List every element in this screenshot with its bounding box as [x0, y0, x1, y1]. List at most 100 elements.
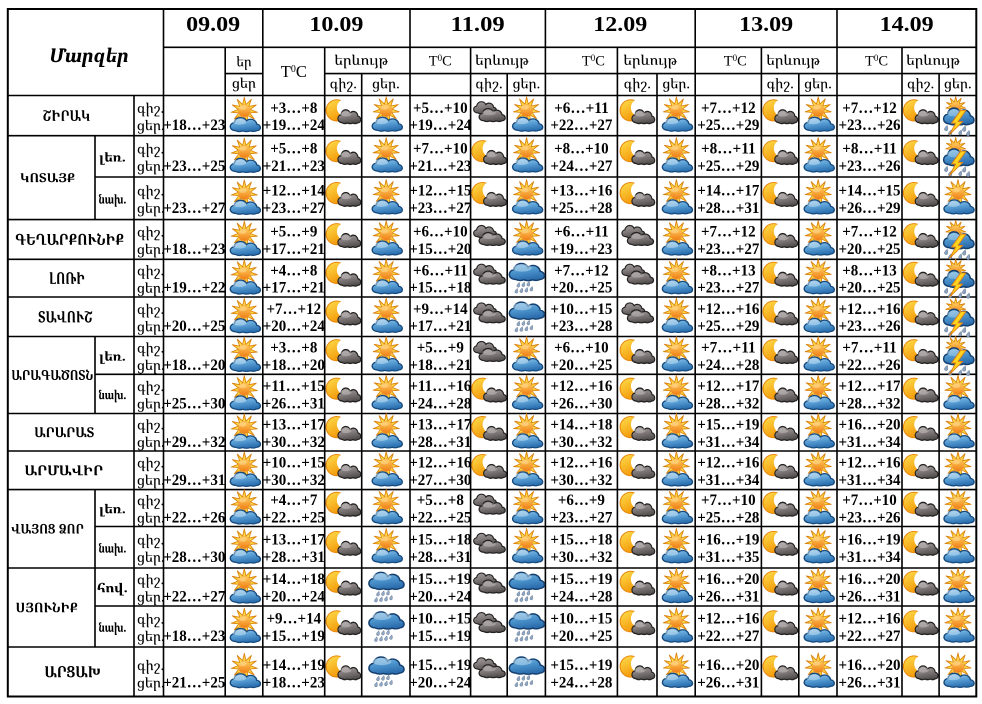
- svg-text:+31…+35: +31…+35: [697, 549, 759, 566]
- svg-text:+7…+12: +7…+12: [701, 100, 756, 117]
- svg-text:+6…+11: +6…+11: [554, 100, 609, 117]
- svg-text:+7…+12: +7…+12: [842, 100, 897, 117]
- svg-text:+23…+27: +23…+27: [697, 241, 759, 258]
- svg-text:+23…+26: +23…+26: [838, 117, 900, 134]
- svg-text:T0C: T0C: [724, 53, 747, 70]
- svg-text:+15…+19: +15…+19: [263, 628, 325, 645]
- svg-text:+15…+18: +15…+18: [409, 532, 471, 549]
- svg-text:+7…+12: +7…+12: [267, 301, 322, 318]
- svg-text:13.09: 13.09: [739, 12, 793, 36]
- svg-text:+15…+19: +15…+19: [409, 571, 471, 588]
- svg-text:+23…+27: +23…+27: [550, 510, 612, 527]
- svg-text:+6…+10: +6…+10: [413, 224, 468, 241]
- svg-text:+12…+16: +12…+16: [838, 301, 900, 318]
- svg-text:+23…+25: +23…+25: [163, 158, 225, 175]
- svg-text:+5…+8: +5…+8: [417, 492, 464, 509]
- svg-text:+22…+26: +22…+26: [163, 510, 225, 527]
- svg-text:+26…+31: +26…+31: [697, 589, 759, 606]
- svg-text:+19…+23: +19…+23: [550, 241, 612, 258]
- svg-text:+13…+17: +13…+17: [263, 416, 325, 433]
- svg-text:+20…+25: +20…+25: [163, 318, 225, 335]
- svg-text:+15…+19: +15…+19: [697, 416, 759, 433]
- svg-text:+12…+16: +12…+16: [697, 455, 759, 472]
- svg-text:+20…+24: +20…+24: [263, 318, 325, 335]
- svg-text:+31…+34: +31…+34: [838, 472, 900, 489]
- svg-text:+17…+21: +17…+21: [263, 241, 325, 258]
- svg-text:+21…+25: +21…+25: [163, 674, 225, 691]
- svg-text:+22…+27: +22…+27: [838, 628, 900, 645]
- svg-text:+16…+20: +16…+20: [697, 571, 759, 588]
- svg-text:+18…+23: +18…+23: [163, 628, 225, 645]
- svg-text:+18…+23: +18…+23: [163, 117, 225, 134]
- svg-text:T0C: T0C: [281, 62, 307, 81]
- svg-text:+30…+32: +30…+32: [263, 472, 325, 489]
- svg-text:+30…+32: +30…+32: [550, 472, 612, 489]
- svg-text:+25…+29: +25…+29: [697, 318, 759, 335]
- svg-text:+20…+25: +20…+25: [550, 280, 612, 297]
- svg-text:+8…+11: +8…+11: [701, 141, 756, 158]
- svg-text:+13…+16: +13…+16: [550, 183, 612, 200]
- svg-text:+7…+11: +7…+11: [701, 340, 756, 357]
- svg-text:+14…+17: +14…+17: [697, 183, 759, 200]
- svg-text:+12…+17: +12…+17: [838, 378, 900, 395]
- svg-text:+12…+15: +12…+15: [409, 183, 471, 200]
- svg-text:+22…+27: +22…+27: [550, 117, 612, 134]
- svg-text:+5…+9: +5…+9: [417, 340, 464, 357]
- svg-text:+24…+28: +24…+28: [697, 357, 759, 374]
- svg-text:+19…+24: +19…+24: [409, 117, 471, 134]
- svg-text:+24…+27: +24…+27: [550, 158, 612, 175]
- svg-text:+16…+20: +16…+20: [838, 571, 900, 588]
- svg-text:+23…+26: +23…+26: [838, 510, 900, 527]
- svg-text:+12…+16: +12…+16: [550, 378, 612, 395]
- svg-text:+10…+15: +10…+15: [550, 301, 612, 318]
- svg-text:+12…+16: +12…+16: [697, 301, 759, 318]
- svg-text:+12…+16: +12…+16: [409, 455, 471, 472]
- svg-text:+28…+31: +28…+31: [409, 549, 471, 566]
- svg-text:+26…+30: +26…+30: [550, 395, 612, 412]
- svg-text:+23…+27: +23…+27: [697, 280, 759, 297]
- svg-text:+15…+18: +15…+18: [550, 532, 612, 549]
- svg-text:+23…+26: +23…+26: [838, 158, 900, 175]
- svg-text:+31…+34: +31…+34: [838, 434, 900, 451]
- svg-text:+23…+27: +23…+27: [263, 200, 325, 217]
- svg-text:+26…+31: +26…+31: [697, 674, 759, 691]
- svg-text:+20…+25: +20…+25: [838, 280, 900, 297]
- svg-text:+8…+13: +8…+13: [842, 262, 897, 279]
- svg-text:+28…+31: +28…+31: [263, 549, 325, 566]
- svg-text:+16…+19: +16…+19: [697, 532, 759, 549]
- svg-text:+22…+25: +22…+25: [409, 510, 471, 527]
- svg-text:+14…+19: +14…+19: [263, 657, 325, 674]
- svg-text:+25…+30: +25…+30: [163, 395, 225, 412]
- svg-text:+9…+14: +9…+14: [267, 611, 322, 628]
- svg-text:+18…+21: +18…+21: [409, 357, 471, 374]
- svg-text:+28…+30: +28…+30: [163, 549, 225, 566]
- svg-text:+7…+10: +7…+10: [413, 141, 468, 158]
- svg-text:+22…+26: +22…+26: [838, 357, 900, 374]
- svg-text:+30…+32: +30…+32: [550, 549, 612, 566]
- svg-text:+7…+12: +7…+12: [701, 224, 756, 241]
- svg-text:+6…+9: +6…+9: [558, 492, 605, 509]
- svg-text:+18…+20: +18…+20: [163, 357, 225, 374]
- svg-text:+6…+11: +6…+11: [554, 224, 609, 241]
- svg-text:+26…+31: +26…+31: [838, 674, 900, 691]
- svg-text:+7…+12: +7…+12: [554, 262, 609, 279]
- svg-text:+6…+11: +6…+11: [413, 262, 468, 279]
- svg-text:+13…+17: +13…+17: [409, 416, 471, 433]
- svg-text:+10…+15: +10…+15: [409, 611, 471, 628]
- svg-text:+27…+30: +27…+30: [409, 472, 471, 489]
- svg-text:+14…+18: +14…+18: [550, 416, 612, 433]
- svg-text:+14…+15: +14…+15: [838, 183, 900, 200]
- svg-text:+18…+23: +18…+23: [263, 674, 325, 691]
- svg-text:+10…+15: +10…+15: [263, 455, 325, 472]
- svg-text:+26…+31: +26…+31: [838, 589, 900, 606]
- svg-text:+6…+10: +6…+10: [554, 340, 609, 357]
- svg-text:+14…+18: +14…+18: [263, 571, 325, 588]
- svg-text:+5…+9: +5…+9: [270, 224, 317, 241]
- svg-text:+22…+27: +22…+27: [697, 628, 759, 645]
- svg-text:+15…+19: +15…+19: [550, 571, 612, 588]
- svg-text:+5…+10: +5…+10: [413, 100, 468, 117]
- svg-text:T0C: T0C: [429, 53, 452, 70]
- svg-text:12.09: 12.09: [593, 12, 647, 36]
- svg-text:+16…+20: +16…+20: [838, 657, 900, 674]
- svg-text:+28…+31: +28…+31: [697, 200, 759, 217]
